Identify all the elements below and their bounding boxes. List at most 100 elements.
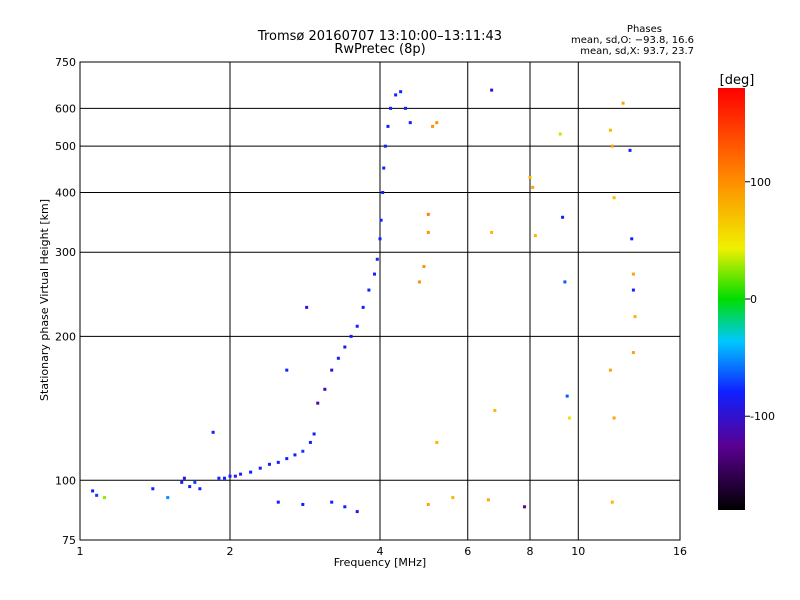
- data-point: [233, 474, 237, 478]
- data-point: [193, 480, 197, 484]
- data-point: [301, 449, 305, 453]
- colorbar-tick-label: -100: [750, 410, 775, 423]
- data-point: [493, 408, 497, 412]
- data-point: [95, 493, 99, 497]
- data-point: [431, 124, 435, 128]
- data-point: [103, 496, 107, 500]
- data-point: [267, 462, 271, 466]
- data-point: [399, 90, 403, 94]
- x-axis-label: Frequency [MHz]: [334, 556, 426, 569]
- data-point: [610, 144, 614, 148]
- data-point: [316, 401, 320, 405]
- colorbar-label: [deg]: [720, 73, 755, 88]
- data-point: [621, 101, 625, 105]
- y-axis-label: Stationary phase Virtual Height [km]: [38, 199, 51, 401]
- data-point: [608, 368, 612, 372]
- data-point: [301, 502, 305, 506]
- data-point: [323, 387, 327, 391]
- y-tick-label: 600: [55, 102, 76, 115]
- data-point: [91, 489, 95, 493]
- data-point: [631, 272, 635, 276]
- colorbar-tick-label: 0: [750, 293, 757, 306]
- data-point: [349, 334, 353, 338]
- data-point: [426, 502, 430, 506]
- data-point: [630, 237, 634, 241]
- data-point: [631, 351, 635, 355]
- data-point: [528, 175, 532, 179]
- y-tick-label: 500: [55, 140, 76, 153]
- y-tick-label: 200: [55, 330, 76, 343]
- data-point: [276, 500, 280, 504]
- data-point: [386, 124, 390, 128]
- data-point: [435, 440, 439, 444]
- data-point: [381, 190, 385, 194]
- data-point: [608, 128, 612, 132]
- data-point: [285, 368, 289, 372]
- data-point: [188, 485, 192, 489]
- data-point: [249, 470, 253, 474]
- data-point: [182, 476, 186, 480]
- data-point: [355, 510, 359, 514]
- data-point: [180, 480, 184, 484]
- data-point: [523, 505, 527, 509]
- x-tick-label: 1: [77, 545, 84, 558]
- data-point: [533, 234, 537, 238]
- data-point: [375, 257, 379, 261]
- chart-subtitle: RwPretec (8p): [334, 42, 425, 57]
- data-point: [355, 324, 359, 328]
- data-point: [373, 272, 377, 276]
- data-point: [610, 500, 614, 504]
- data-point: [417, 280, 421, 284]
- data-point: [330, 368, 334, 372]
- data-point: [228, 474, 232, 478]
- data-point: [422, 265, 426, 269]
- data-point: [558, 132, 562, 136]
- data-point: [426, 230, 430, 234]
- data-point: [567, 416, 571, 420]
- data-point: [382, 166, 386, 170]
- data-point: [403, 106, 407, 110]
- x-tick-label: 4: [377, 545, 384, 558]
- data-point: [426, 212, 430, 216]
- data-point: [305, 305, 309, 309]
- data-point: [565, 394, 569, 398]
- y-tick-label: 75: [62, 534, 76, 547]
- axis-ticks: 1 2 4 6 8 10 16 75 100 200 300 400 500 600 750: [55, 56, 687, 558]
- data-point: [394, 93, 398, 97]
- data-point: [631, 288, 635, 292]
- x-tick-label: 8: [527, 545, 534, 558]
- x-tick-label: 6: [464, 545, 471, 558]
- data-point: [330, 500, 334, 504]
- data-point: [217, 476, 221, 480]
- data-point: [451, 496, 455, 500]
- phases-x-stats: mean, sd,X: 93.7, 23.7: [580, 46, 694, 57]
- data-point: [531, 185, 535, 189]
- data-point: [383, 144, 387, 148]
- data-point: [367, 288, 371, 292]
- data-point: [166, 496, 170, 500]
- data-point: [612, 416, 616, 420]
- x-tick-label: 16: [673, 545, 687, 558]
- data-point: [561, 215, 565, 219]
- data-point: [378, 237, 382, 241]
- data-point: [379, 218, 383, 222]
- chart-title: Tromsø 20160707 13:10:00–13:11:43: [257, 29, 502, 44]
- data-point: [276, 460, 280, 464]
- grid-lines: [80, 62, 680, 540]
- data-point: [633, 315, 637, 319]
- y-tick-label: 300: [55, 246, 76, 259]
- phases-heading: Phases: [627, 24, 662, 35]
- data-point: [628, 148, 632, 152]
- data-point: [343, 345, 347, 349]
- data-point: [293, 453, 297, 457]
- data-point: [308, 440, 312, 444]
- data-point: [612, 196, 616, 200]
- data-point: [490, 88, 494, 92]
- colorbar-ticks: 100 0 -100: [745, 176, 775, 423]
- colorbar: [718, 88, 745, 510]
- colorbar-tick-label: 100: [750, 176, 771, 189]
- data-point: [343, 505, 347, 509]
- data-points: [91, 88, 637, 514]
- data-point: [389, 106, 393, 110]
